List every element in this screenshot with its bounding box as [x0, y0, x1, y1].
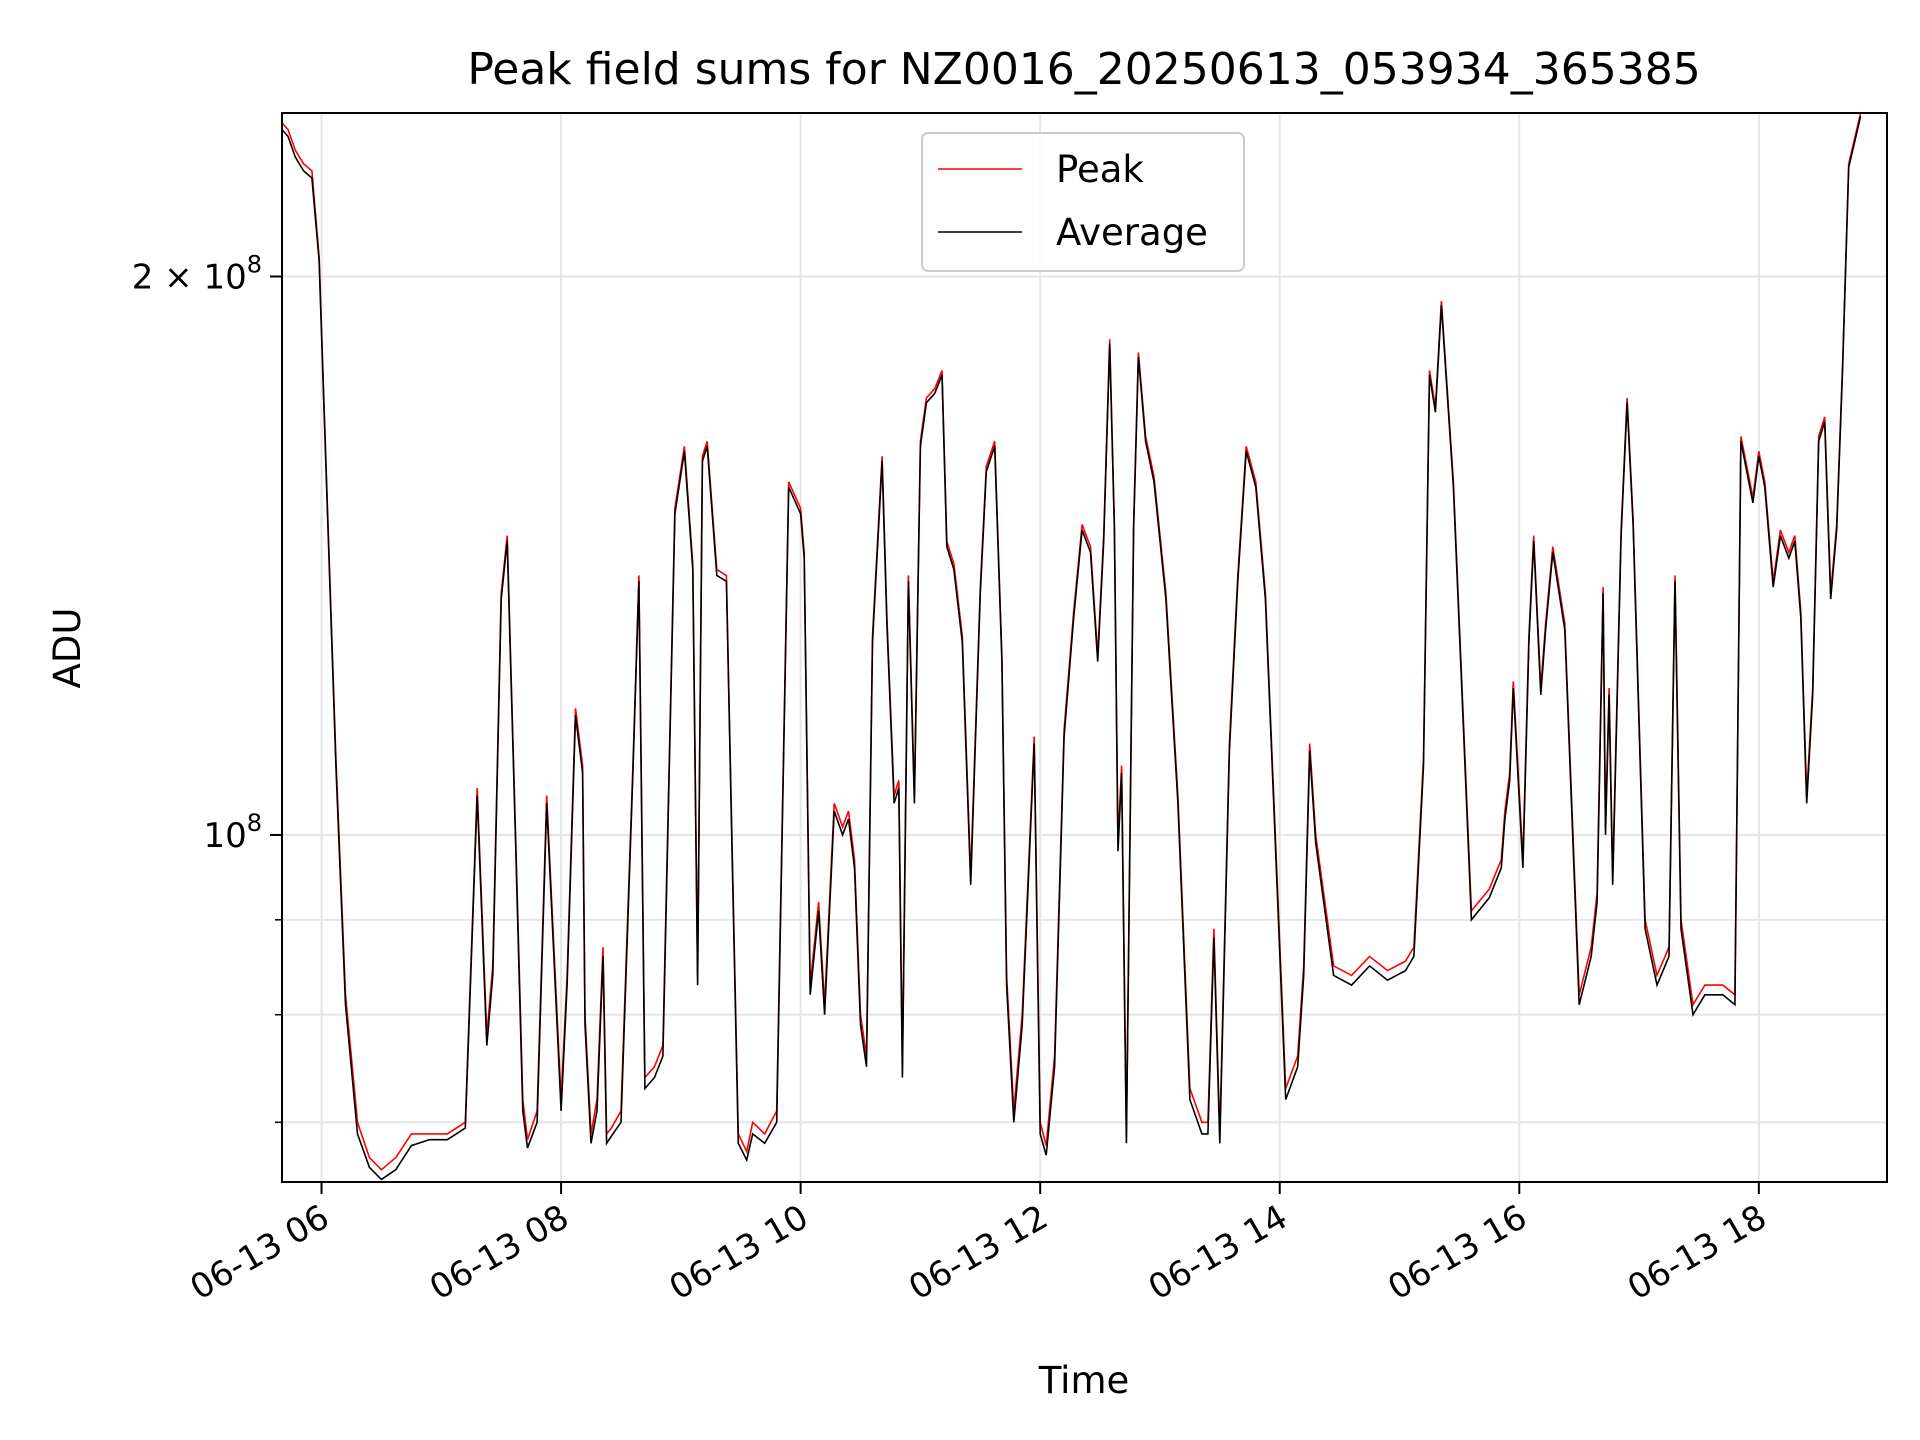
grid-lines [282, 113, 1887, 1182]
series-line-average [281, 116, 1862, 1181]
y-tick-label: 2 × 108 [132, 251, 262, 298]
y-tick-label: 108 [203, 809, 262, 856]
legend: Peak Average [921, 132, 1245, 272]
series-group [281, 112, 1862, 1181]
plot-frame [281, 112, 1888, 1183]
legend-label-peak: Peak [1056, 148, 1144, 191]
chart-title: Peak field sums for NZ0016_20250613_0539… [467, 44, 1700, 95]
y-axis: 108 2 × 108 [132, 251, 282, 1124]
x-axis-label: Time [1038, 1359, 1130, 1402]
legend-box [921, 132, 1245, 272]
y-axis-label: ADU [46, 608, 89, 689]
legend-label-average: Average [1056, 211, 1208, 254]
